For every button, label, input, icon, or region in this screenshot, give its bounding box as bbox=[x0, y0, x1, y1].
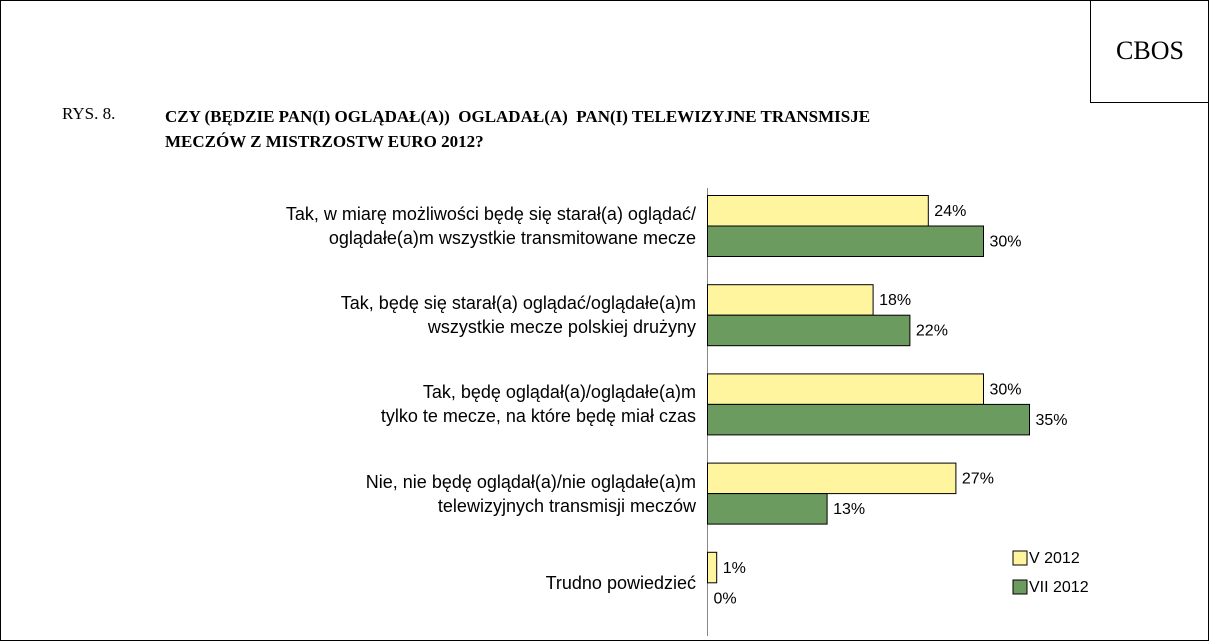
value-label: 24% bbox=[934, 203, 966, 220]
value-label: 30% bbox=[990, 233, 1022, 250]
legend-swatch bbox=[1012, 579, 1028, 595]
bar bbox=[707, 314, 911, 347]
value-label: 27% bbox=[962, 471, 994, 488]
category-label: Nie, nie będę oglądał(a)/nie oglądałe(a)… bbox=[365, 471, 696, 516]
bar bbox=[707, 195, 929, 227]
category-label: Tak, będę się starał(a) oglądać/oglądałe… bbox=[340, 293, 696, 338]
bar bbox=[707, 462, 957, 495]
bar bbox=[707, 373, 984, 405]
bar bbox=[707, 551, 718, 584]
bar bbox=[707, 284, 874, 316]
legend-label: V 2012 bbox=[1029, 550, 1080, 567]
value-label: 13% bbox=[833, 501, 865, 518]
legend-swatch bbox=[1012, 550, 1028, 566]
brand: CBOS bbox=[1090, 0, 1209, 103]
value-label: 30% bbox=[990, 381, 1022, 398]
figure-label: RYS. 8. bbox=[62, 104, 116, 123]
value-label: 22% bbox=[916, 323, 948, 340]
bar bbox=[707, 225, 984, 257]
chart-title: CZY (BĘDZIE PAN(I) OGLĄDAŁ(A)) OGLADAŁ(A… bbox=[165, 107, 871, 151]
bar bbox=[707, 493, 828, 525]
value-label: 18% bbox=[879, 292, 911, 309]
value-label: 1% bbox=[723, 560, 746, 577]
value-label: 0% bbox=[714, 590, 737, 607]
legend-label: VII 2012 bbox=[1029, 579, 1089, 596]
value-label: 35% bbox=[1036, 412, 1068, 429]
category-label: Tak, w miarę możliwości będę się starał(… bbox=[285, 204, 696, 248]
category-label: Tak, będę oglądał(a)/oglądałe(a)m tylko … bbox=[380, 382, 696, 427]
category-label: Trudno powiedzieć bbox=[545, 572, 696, 593]
bar bbox=[707, 403, 1030, 436]
